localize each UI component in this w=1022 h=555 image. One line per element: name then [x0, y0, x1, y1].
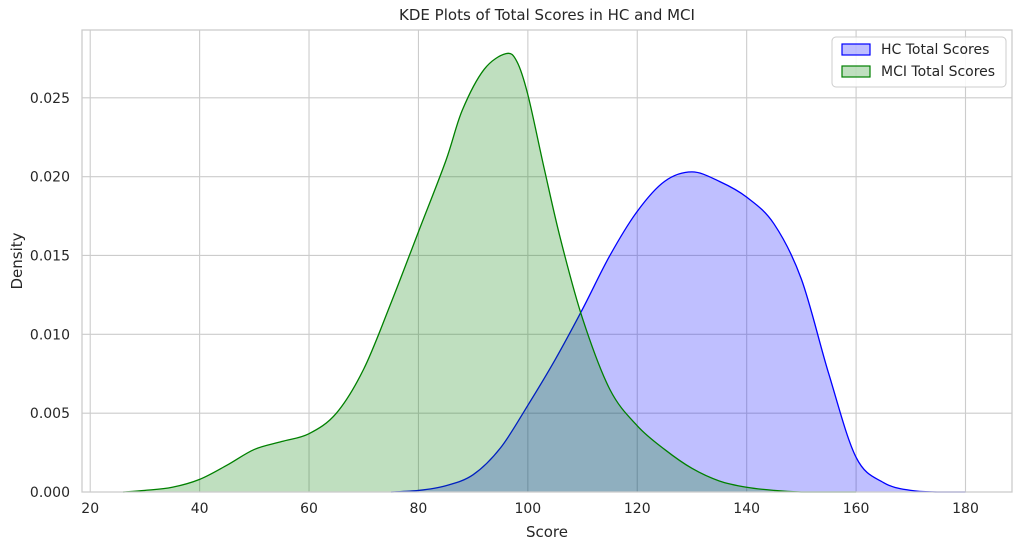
- y-tick-label: 0.010: [30, 327, 70, 343]
- x-tick-label: 60: [300, 501, 318, 517]
- legend-swatch: [841, 65, 871, 78]
- x-tick-label: 80: [410, 501, 428, 517]
- chart-title: KDE Plots of Total Scores in HC and MCI: [399, 6, 695, 24]
- plot-frame: [81, 29, 1013, 493]
- y-tick-label: 0.025: [30, 91, 70, 107]
- series-area: [391, 171, 966, 492]
- x-tick-label: 20: [81, 501, 99, 517]
- x-axis-title: Score: [526, 523, 568, 541]
- legend-label: HC Total Scores: [881, 42, 989, 58]
- x-tick-label: 100: [514, 501, 541, 517]
- x-tick-label: 40: [191, 501, 209, 517]
- legend-box: [831, 36, 1007, 88]
- legend-label: MCI Total Scores: [881, 64, 995, 80]
- y-tick-label: 0.000: [30, 485, 70, 501]
- y-axis-title: Density: [8, 232, 26, 289]
- series-layer: [122, 52, 966, 493]
- x-tick-label: 180: [952, 501, 979, 517]
- legend: HC Total Scores MCI Total Scores: [831, 36, 1007, 88]
- y-tick-label: 0.005: [30, 406, 70, 422]
- series-area: [123, 53, 857, 492]
- y-tick-label: 0.015: [30, 248, 70, 264]
- y-tick-label: 0.020: [30, 170, 70, 186]
- x-tick-label: 120: [624, 501, 651, 517]
- x-tick-label: 140: [733, 501, 760, 517]
- series-line: [391, 171, 966, 493]
- tick-layer: 20 40 60 80 100 120 140 160 180 0.000 0.005 0.010 0.…: [30, 91, 979, 517]
- series-line: [122, 52, 857, 493]
- x-tick-label: 160: [843, 501, 870, 517]
- legend-swatch: [841, 43, 871, 56]
